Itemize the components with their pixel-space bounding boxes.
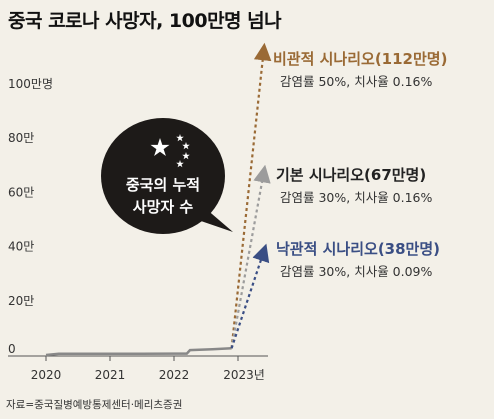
- y-tick-label: 60만: [8, 185, 34, 199]
- chart-title: 중국 코로나 사망자, 100만명 넘나: [8, 10, 282, 32]
- bubble-line-1: 중국의 누적: [126, 176, 200, 194]
- speech-bubble: [101, 118, 233, 234]
- scenario-line-0: [230, 42, 272, 349]
- scenario-lines: [230, 42, 272, 349]
- scenario-line-1: [230, 164, 271, 349]
- x-tick-labels: 2020 2021 2022 2023년: [31, 356, 265, 382]
- scenario-line-2: [230, 243, 270, 349]
- y-tick-label: 20만: [8, 294, 34, 308]
- source-note: 자료=중국질병예방통제센터·메리츠증권: [6, 399, 183, 411]
- optimistic-scenario-detail: 감염률 30%, 치사율 0.09%: [280, 264, 433, 279]
- x-tick-label: 2022: [159, 368, 190, 382]
- pessimistic-scenario-label: 비관적 시나리오(112만명): [273, 50, 447, 68]
- base-scenario-label: 기본 시나리오(67만명): [276, 166, 426, 184]
- bubble-line-2: 사망자 수: [133, 198, 194, 216]
- x-tick-label: 2021: [95, 368, 126, 382]
- historical-series-line: [45, 346, 232, 357]
- optimistic-scenario-label: 낙관적 시나리오(38만명): [276, 240, 440, 258]
- china-flag-stars-icon: [150, 134, 190, 168]
- x-tick-label: 2023년: [223, 368, 265, 382]
- y-tick-label: 0: [8, 342, 16, 356]
- pessimistic-scenario-detail: 감염률 50%, 치사율 0.16%: [280, 74, 433, 89]
- y-tick-label: 80만: [8, 131, 34, 145]
- base-scenario-detail: 감염률 30%, 치사율 0.16%: [280, 190, 433, 205]
- y-tick-label: 100만명: [8, 77, 53, 91]
- x-tick-label: 2020: [31, 368, 62, 382]
- y-tick-labels: 0 20만 40만 60만 80만 100만명: [8, 77, 53, 356]
- y-tick-label: 40만: [8, 240, 34, 254]
